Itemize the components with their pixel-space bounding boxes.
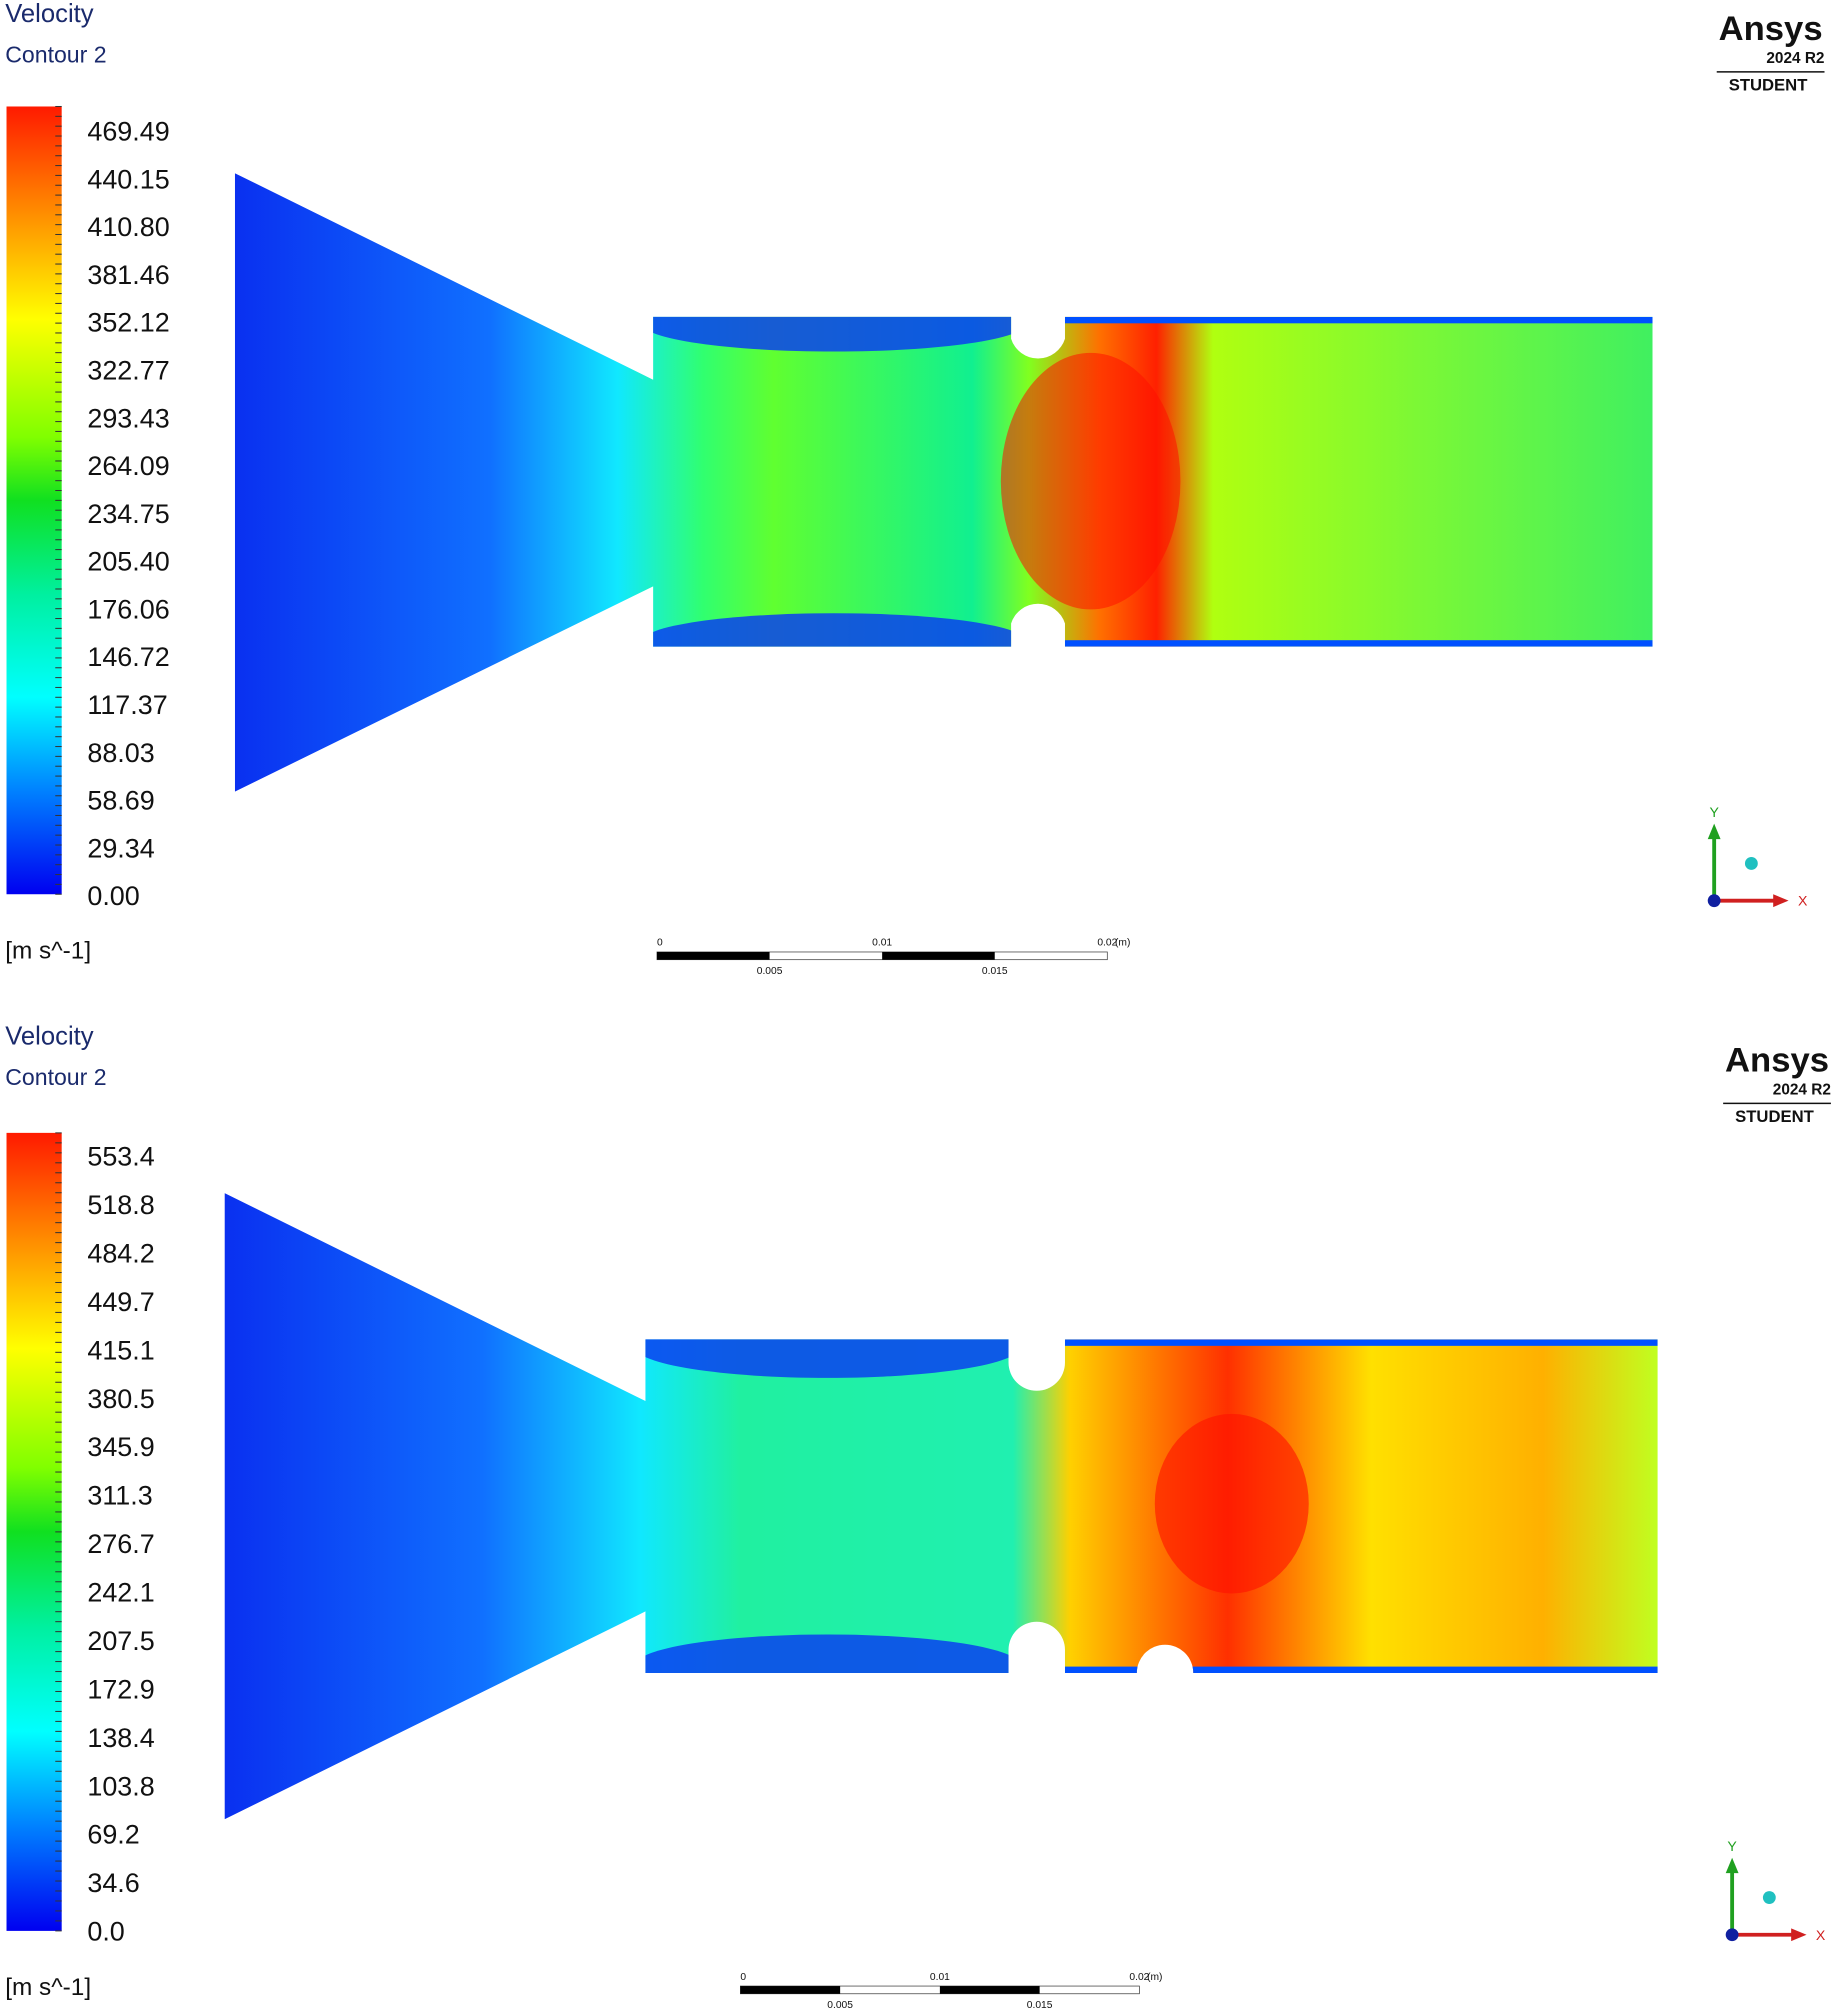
legend-label: 352.12 — [87, 308, 169, 338]
legend-label: 172.9 — [87, 1674, 154, 1704]
legend-label: 242.1 — [87, 1578, 154, 1608]
logo-brand: Ansys — [1719, 10, 1823, 48]
scale-bar-label: 0 — [657, 938, 663, 949]
contour-fill — [234, 173, 1653, 792]
wall-layer — [1064, 316, 1653, 324]
subtitle: Contour 2 — [5, 1064, 106, 1090]
legend-label: 34.6 — [87, 1868, 139, 1898]
legend-label: 88.03 — [87, 738, 154, 768]
contour-panel: Velocity Contour 2 553.4 518.8 484.2 449.7 415… — [5, 1023, 1831, 2011]
axis-z — [1762, 1891, 1776, 1904]
axis-x-label: X — [1798, 893, 1808, 909]
axis-z — [1744, 857, 1758, 870]
scale-bar-unit: (m) — [1147, 1972, 1162, 1983]
legend-label: 58.69 — [87, 786, 154, 816]
axis-x-label: X — [1816, 1927, 1826, 1943]
scale-bar-label: 0.005 — [827, 2000, 853, 2011]
contour-field — [234, 173, 1653, 792]
legend-label: 381.46 — [87, 260, 169, 290]
legend-label: 146.72 — [87, 642, 169, 672]
title: Velocity — [5, 0, 94, 28]
logo-edition: STUDENT — [1735, 1107, 1814, 1126]
wall-layer — [1064, 1666, 1658, 1674]
legend-label: 484.2 — [87, 1239, 154, 1269]
legend-label: 345.9 — [87, 1432, 154, 1462]
legend-label: 380.5 — [87, 1384, 154, 1414]
legend-label: 415.1 — [87, 1335, 154, 1365]
legend-label: 311.3 — [87, 1481, 152, 1511]
axis-y-label: Y — [1727, 1838, 1737, 1854]
legend-label: 440.15 — [87, 164, 169, 194]
scale-bar-segment — [740, 1986, 841, 1994]
legend-label: 276.7 — [87, 1529, 154, 1559]
legend-label: 0.0 — [87, 1917, 124, 1947]
low-velocity-zone — [641, 613, 1027, 670]
legend-label: 234.75 — [87, 499, 169, 529]
legend-label: 0.00 — [87, 881, 139, 911]
low-velocity-zone — [635, 1634, 1021, 1697]
legend-label: 264.09 — [87, 451, 169, 481]
scale-bar-unit: (m) — [1115, 938, 1130, 949]
axis-y-arrow — [1707, 823, 1721, 840]
legend-label: 518.8 — [87, 1190, 154, 1220]
scale-bar-label: 0 — [740, 1972, 746, 1983]
legend-label: 205.40 — [87, 547, 169, 577]
unit: [m s^-1] — [5, 937, 91, 964]
logo-edition: STUDENT — [1729, 75, 1808, 94]
legend-label: 103.8 — [87, 1771, 154, 1801]
scale-bar-label: 0.01 — [872, 938, 892, 949]
high-velocity-zone — [1000, 352, 1181, 610]
legend-label: 322.77 — [87, 355, 169, 385]
axis-origin — [1707, 894, 1721, 908]
axis-x-arrow — [1791, 1928, 1807, 1942]
logo-version: 2024 R2 — [1766, 50, 1824, 67]
legend-label: 176.06 — [87, 594, 169, 624]
legend-label: 69.2 — [87, 1820, 139, 1850]
contour-fill — [224, 1193, 1658, 1820]
legend-label: 553.4 — [87, 1142, 154, 1172]
contour-panel: Velocity Contour 2 469.49 440.15 410.80 381.4… — [5, 0, 1825, 977]
axis-y-arrow — [1725, 1857, 1739, 1874]
title: Velocity — [5, 1023, 94, 1051]
high-velocity-zone — [1154, 1413, 1309, 1594]
scale-bar-segment — [656, 951, 770, 960]
low-velocity-zone — [635, 1316, 1021, 1378]
legend-label: 293.43 — [87, 403, 169, 433]
scale-bar-label: 0.01 — [930, 1972, 950, 1983]
scale-bar-label: 0.02 — [1097, 938, 1117, 949]
legend-label: 29.34 — [87, 833, 154, 863]
legend-label: 207.5 — [87, 1626, 154, 1656]
legend-label: 469.49 — [87, 117, 169, 147]
color-bar — [6, 1132, 62, 1931]
low-velocity-zone — [641, 295, 1027, 352]
color-bar — [6, 106, 62, 895]
scale-bar-label: 0.02 — [1129, 1972, 1149, 1983]
scale-bar-label: 0.015 — [1027, 2000, 1053, 2011]
contour-field — [224, 1193, 1658, 1820]
logo-version: 2024 R2 — [1773, 1082, 1831, 1099]
scale-bar-segment — [882, 951, 995, 960]
wall-layer — [1064, 1339, 1658, 1346]
axis-origin — [1725, 1928, 1739, 1942]
scale-bar-label: 0.005 — [757, 966, 783, 977]
axis-y-label: Y — [1709, 804, 1719, 820]
legend-label: 449.7 — [87, 1287, 154, 1317]
legend-label: 138.4 — [87, 1723, 154, 1753]
scale-bar-label: 0.015 — [982, 966, 1008, 977]
scale-bar-segment — [939, 1986, 1040, 1994]
logo-brand: Ansys — [1725, 1041, 1829, 1079]
legend-label: 117.37 — [87, 690, 167, 720]
subtitle: Contour 2 — [5, 42, 106, 68]
axis-x-arrow — [1773, 894, 1789, 908]
legend-label: 410.80 — [87, 212, 169, 242]
unit: [m s^-1] — [5, 1974, 91, 2001]
wall-layer — [1064, 640, 1653, 647]
